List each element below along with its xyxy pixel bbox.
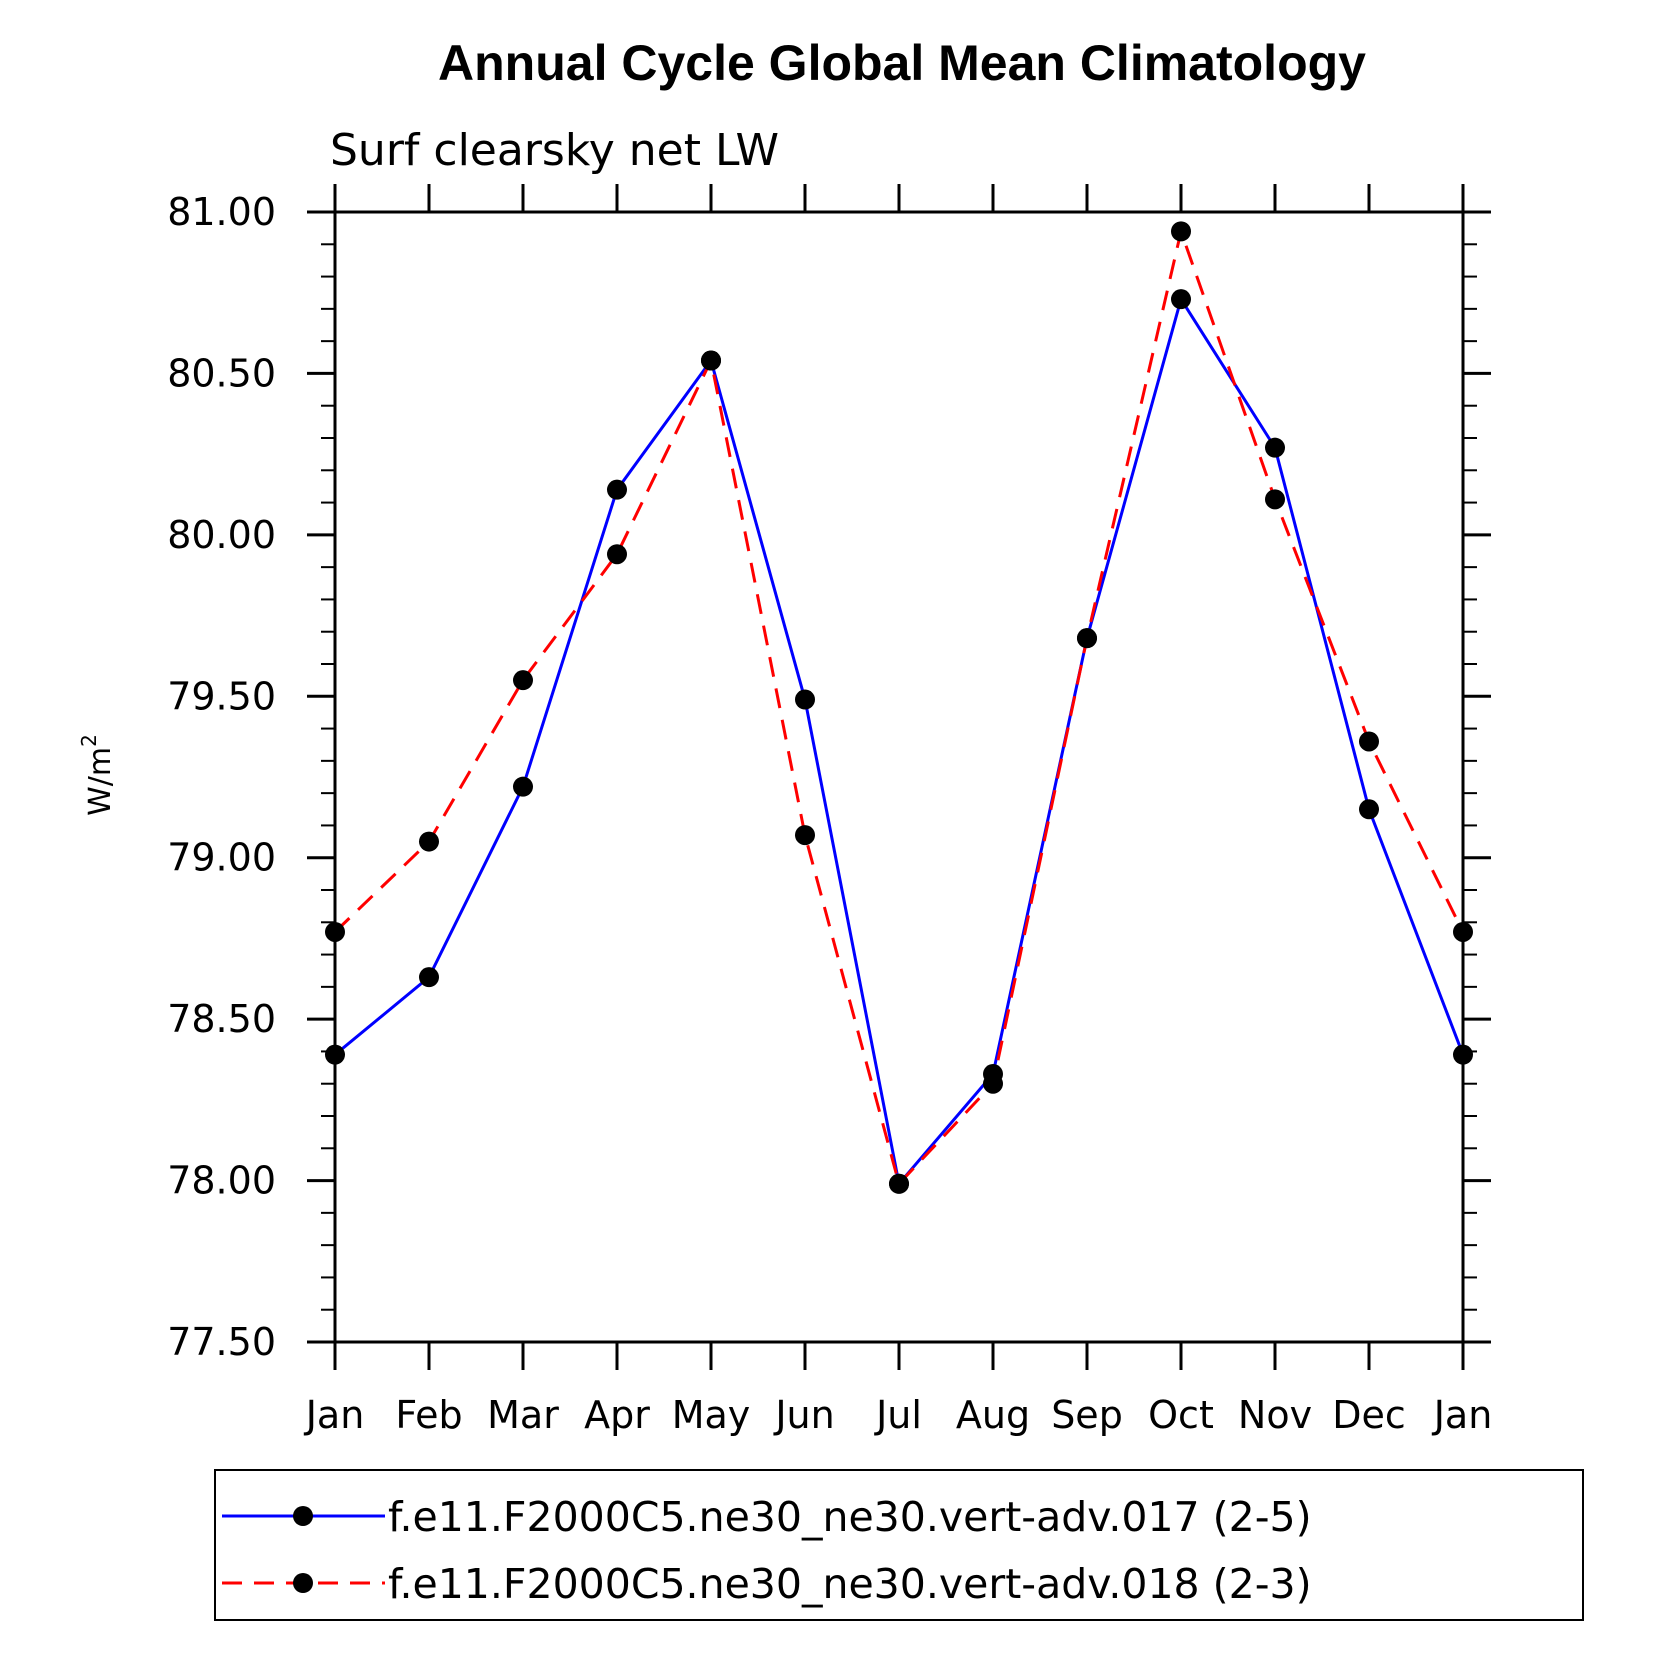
x-tick-label: Mar (487, 1393, 559, 1437)
series-line-2 (333, 226, 1465, 1187)
data-point-series-2 (1359, 731, 1379, 752)
series-line-1 (334, 295, 1465, 1188)
data-point-series-1 (1171, 289, 1191, 310)
x-tick-label: Aug (956, 1393, 1030, 1437)
y-tick-labels: 77.50 78.00 78.50 79.00 79.50 80.00 80.50 81.00 (167, 190, 276, 1364)
x-tick-labels: Jan Feb Mar Apr May Jun Jul Aug Sep Oct Nov Dec Jan (304, 1393, 1493, 1437)
x-tick-label: Jan (304, 1393, 365, 1437)
data-point-series-1 (1265, 437, 1285, 458)
legend-box (214, 1469, 1584, 1621)
data-point-series-2 (795, 825, 815, 846)
data-point-series-2 (1265, 489, 1285, 510)
x-tick-label: Sep (1051, 1393, 1123, 1437)
y-tick-label: 80.50 (167, 351, 276, 395)
data-point-series-1 (1359, 799, 1379, 820)
x-tick-label: Nov (1238, 1393, 1312, 1437)
y-tick-label: 78.00 (167, 1159, 276, 1203)
legend-label-series-2: f.e11.F2000C5.ne30_ne30.vert-adv.018 (2-… (388, 1560, 1312, 1608)
legend-marker-series-1 (293, 1506, 313, 1526)
chart-subtitle: Surf clearsky net LW (330, 125, 779, 176)
data-point-series-1 (419, 967, 439, 988)
data-point-series-2 (701, 350, 721, 371)
data-point-series-2 (983, 1073, 1003, 1094)
chart-title: Annual Cycle Global Mean Climatology (438, 35, 1366, 91)
x-tick-label: Dec (1332, 1393, 1406, 1437)
axis-ticks (307, 184, 1491, 1370)
y-axis-label-exponent: 2 (77, 734, 101, 747)
x-tick-label: Oct (1148, 1393, 1214, 1437)
data-point-series-1 (795, 689, 815, 710)
legend-label-series-1: f.e11.F2000C5.ne30_ne30.vert-adv.017 (2-… (388, 1493, 1312, 1541)
plot-frame (333, 210, 1465, 1344)
data-point-series-2 (1077, 628, 1097, 649)
x-tick-label: Jul (874, 1393, 922, 1437)
y-tick-label: 80.00 (167, 513, 276, 557)
y-tick-label: 81.00 (167, 190, 276, 234)
series-layer (325, 221, 1473, 1194)
legend-marker-series-2 (293, 1573, 313, 1593)
x-tick-label: May (672, 1393, 751, 1437)
x-tick-label: Feb (395, 1393, 462, 1437)
data-point-series-2 (1171, 221, 1191, 242)
y-axis-label-base: W/m (83, 747, 118, 816)
x-tick-label: Jun (773, 1393, 834, 1437)
y-tick-label: 77.50 (167, 1320, 276, 1364)
data-point-series-2 (607, 544, 627, 565)
y-tick-label: 79.00 (167, 836, 276, 880)
x-tick-label: Jan (1432, 1393, 1493, 1437)
data-point-series-1 (513, 776, 533, 797)
y-tick-label: 78.50 (167, 997, 276, 1041)
data-point-series-2 (419, 831, 439, 852)
x-tick-label: Apr (584, 1393, 650, 1437)
data-point-series-2 (889, 1173, 909, 1194)
data-point-series-2 (513, 670, 533, 691)
y-tick-label: 79.50 (167, 674, 276, 718)
data-point-series-1 (607, 479, 627, 500)
y-axis-label: W/m2 (77, 734, 118, 816)
legend: f.e11.F2000C5.ne30_ne30.vert-adv.017 (2-… (214, 1469, 1584, 1621)
